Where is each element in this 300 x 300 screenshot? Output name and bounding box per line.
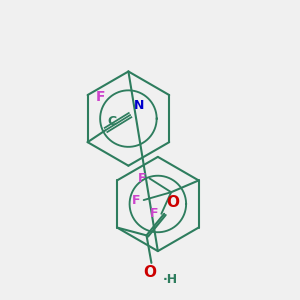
Text: N: N	[134, 99, 144, 112]
Text: F: F	[132, 194, 141, 207]
Text: C: C	[107, 116, 116, 128]
Text: ·H: ·H	[163, 273, 178, 286]
Text: O: O	[166, 195, 179, 210]
Text: F: F	[95, 90, 105, 104]
Text: F: F	[138, 172, 147, 185]
Text: F: F	[150, 207, 158, 220]
Text: O: O	[143, 265, 156, 280]
